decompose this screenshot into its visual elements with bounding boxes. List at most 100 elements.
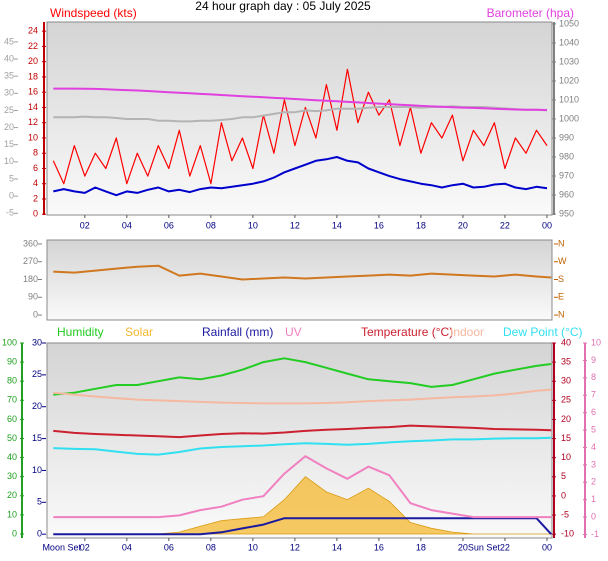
y-tick-label: 12 bbox=[28, 117, 38, 127]
x-tick-label: 18 bbox=[416, 542, 426, 552]
y-tick-label: 2 bbox=[591, 477, 596, 487]
x-tick-label: 08 bbox=[206, 220, 216, 230]
x-tick-label: 22 bbox=[500, 542, 510, 552]
y-tick-label: 70 bbox=[7, 395, 17, 405]
y-tick-label: 40 bbox=[4, 53, 14, 63]
x-tick-label: 06 bbox=[164, 220, 174, 230]
y-tick-label: 5 bbox=[9, 173, 14, 183]
y-tick-label: 1040 bbox=[559, 37, 579, 47]
y-tick-label: N bbox=[558, 238, 565, 248]
legend-label: Dew Point (°C) bbox=[503, 325, 582, 339]
x-tick-label: 20 bbox=[458, 220, 468, 230]
plot-area bbox=[46, 239, 553, 321]
y-tick-label: N bbox=[558, 309, 565, 319]
x-tick-label: 00 bbox=[542, 542, 552, 552]
y-tick-label: 25 bbox=[32, 369, 42, 379]
y-tick-label: 270 bbox=[23, 256, 38, 266]
x-tick-label: 16 bbox=[374, 542, 384, 552]
series-line bbox=[53, 388, 552, 405]
y-tick-label: 0 bbox=[12, 528, 17, 538]
y-tick-label: 0 bbox=[33, 309, 38, 319]
y-tick-label: 360 bbox=[23, 238, 38, 248]
y-tick-label: -5 bbox=[561, 509, 569, 519]
y-tick-label: 15 bbox=[32, 433, 42, 443]
y-tick-label: 3 bbox=[591, 459, 596, 469]
y-tick-label: 35 bbox=[561, 356, 571, 366]
legend-label: Rainfall (mm) bbox=[202, 325, 273, 339]
x-tick-label: 10 bbox=[248, 542, 258, 552]
y-tick-label: 180 bbox=[23, 274, 38, 284]
x-tick-label: 08 bbox=[206, 542, 216, 552]
y-tick-label: 8 bbox=[591, 372, 596, 382]
y-tick-label: 20 bbox=[32, 401, 42, 411]
y-tick-label: 100 bbox=[2, 337, 17, 347]
y-tick-label: 5 bbox=[561, 471, 566, 481]
x-tick-label: 06 bbox=[164, 542, 174, 552]
y-tick-label: 1050 bbox=[559, 18, 579, 28]
y-tick-label: -10 bbox=[561, 529, 574, 539]
legend-label: Humidity bbox=[57, 325, 104, 339]
y-tick-label: 1 bbox=[591, 494, 596, 504]
y-tick-label: 25 bbox=[4, 105, 14, 115]
annotation: Sun Set bbox=[468, 542, 501, 552]
y-tick-label: W bbox=[558, 256, 567, 266]
x-tick-label: 14 bbox=[332, 220, 342, 230]
y-tick-label: 10 bbox=[7, 509, 17, 519]
y-tick-label: 0 bbox=[591, 511, 596, 521]
y-tick-label: 990 bbox=[559, 132, 574, 142]
y-tick-label: 2 bbox=[33, 193, 38, 203]
series-line bbox=[53, 455, 552, 519]
x-tick-label: 18 bbox=[416, 220, 426, 230]
x-tick-label: 16 bbox=[374, 220, 384, 230]
y-tick-label: 35 bbox=[4, 71, 14, 81]
legend-label: Solar bbox=[125, 325, 153, 339]
y-tick-label: 45 bbox=[4, 36, 14, 46]
y-tick-label: 10 bbox=[28, 132, 38, 142]
y-tick-label: 960 bbox=[559, 189, 574, 199]
y-tick-label: 20 bbox=[4, 122, 14, 132]
x-tick-label: 00 bbox=[542, 220, 552, 230]
y-tick-label: 40 bbox=[561, 337, 571, 347]
y-tick-label: S bbox=[558, 274, 564, 284]
series-line bbox=[53, 87, 548, 111]
legend-label: Temperature (°C) bbox=[361, 325, 453, 339]
legend-label: Indoor bbox=[450, 325, 484, 339]
y-tick-label: 18 bbox=[28, 71, 38, 81]
y-tick-label: 15 bbox=[4, 139, 14, 149]
y-tick-label: 25 bbox=[561, 395, 571, 405]
x-tick-label: 02 bbox=[80, 542, 90, 552]
y-tick-label: 20 bbox=[561, 414, 571, 424]
y-tick-label: 60 bbox=[7, 414, 17, 424]
y-tick-label: 14 bbox=[28, 102, 38, 112]
y-tick-label: 0 bbox=[9, 191, 14, 201]
y-tick-label: 980 bbox=[559, 151, 574, 161]
legend-label: UV bbox=[285, 325, 302, 339]
y-tick-label: 30 bbox=[7, 471, 17, 481]
y-tick-label: 4 bbox=[33, 178, 38, 188]
y-tick-label: 15 bbox=[561, 433, 571, 443]
y-tick-label: 20 bbox=[7, 490, 17, 500]
series-line bbox=[53, 264, 552, 281]
x-tick-label: 20 bbox=[458, 542, 468, 552]
legend-label: Barometer (hpa) bbox=[487, 6, 574, 20]
series-line bbox=[52, 68, 548, 185]
y-tick-label: 22 bbox=[28, 41, 38, 51]
y-tick-label: 24 bbox=[28, 26, 38, 36]
y-tick-label: 80 bbox=[7, 376, 17, 386]
y-tick-label: E bbox=[558, 292, 564, 302]
y-tick-label: 16 bbox=[28, 87, 38, 97]
y-tick-label: 40 bbox=[7, 452, 17, 462]
y-tick-label: 950 bbox=[559, 208, 574, 218]
y-tick-label: 10 bbox=[4, 156, 14, 166]
x-tick-label: 02 bbox=[80, 220, 90, 230]
series-line bbox=[53, 357, 552, 396]
legend-label: Windspeed (kts) bbox=[50, 6, 137, 20]
x-tick-label: 10 bbox=[248, 220, 258, 230]
y-tick-label: 10 bbox=[32, 465, 42, 475]
annotation: Moon Set bbox=[42, 542, 81, 552]
y-tick-label: 30 bbox=[4, 88, 14, 98]
series-line bbox=[53, 156, 548, 197]
y-tick-label: 6 bbox=[591, 407, 596, 417]
y-tick-label: 5 bbox=[37, 497, 42, 507]
